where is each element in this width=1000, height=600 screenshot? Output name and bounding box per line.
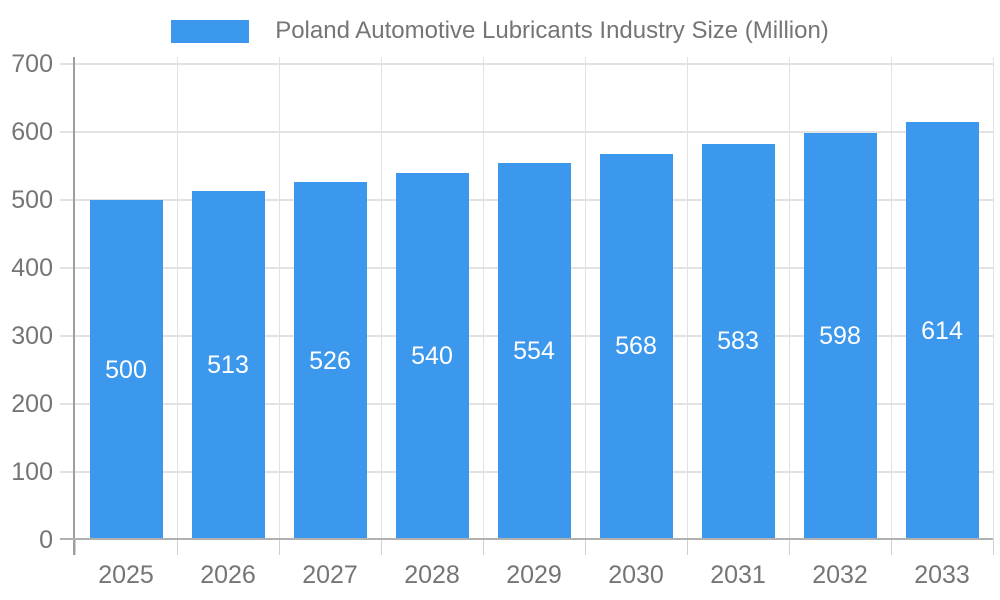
bar-2028: 540: [395, 172, 469, 540]
y-axis-label: 500: [11, 186, 53, 214]
bar-value-label: 583: [717, 327, 759, 356]
y-axis-label: 300: [11, 322, 53, 350]
bar-value-label: 598: [819, 322, 861, 351]
bar-value-label: 526: [309, 346, 351, 375]
bar-value-label: 500: [105, 355, 147, 384]
x-axis-label: 2025: [98, 561, 154, 589]
bar-2029: 554: [497, 163, 571, 540]
bar-2032: 598: [803, 133, 877, 540]
y-axis-label: 200: [11, 390, 53, 418]
bar-value-label: 614: [921, 316, 963, 345]
x-gridline: [993, 57, 994, 540]
bar-2033: 614: [905, 122, 979, 540]
bar-value-label: 554: [513, 337, 555, 366]
x-axis-tick: [687, 540, 688, 555]
bar-2025: 500: [89, 200, 163, 540]
x-axis-tick: [279, 540, 280, 555]
x-axis-label: 2028: [404, 561, 460, 589]
bar-value-label: 568: [615, 332, 657, 361]
x-axis-tick: [177, 540, 178, 555]
x-axis-label: 2029: [506, 561, 562, 589]
y-axis-label: 600: [11, 118, 53, 146]
x-gridline: [585, 57, 586, 540]
x-gridline: [789, 57, 790, 540]
chart-legend: Poland Automotive Lubricants Industry Si…: [0, 17, 1000, 45]
x-gridline: [381, 57, 382, 540]
y-gridline: [60, 63, 993, 65]
x-gridline: [483, 57, 484, 540]
x-axis-tick: [483, 540, 484, 555]
x-axis-label: 2030: [608, 561, 664, 589]
x-gridline: [687, 57, 688, 540]
x-gridline: [279, 57, 280, 540]
x-axis-label: 2031: [710, 561, 766, 589]
x-gridline: [891, 57, 892, 540]
x-axis-label: 2032: [812, 561, 868, 589]
bar-2026: 513: [191, 191, 265, 540]
y-axis-label: 0: [39, 526, 53, 554]
x-axis-tick: [585, 540, 586, 555]
bar-value-label: 540: [411, 341, 453, 370]
x-axis-tick: [75, 540, 76, 555]
y-axis-label: 700: [11, 50, 53, 78]
x-axis-label: 2033: [914, 561, 970, 589]
legend-label: Poland Automotive Lubricants Industry Si…: [275, 17, 829, 44]
x-axis-label: 2027: [302, 561, 358, 589]
bar-value-label: 513: [207, 351, 249, 380]
bar-2027: 526: [293, 182, 367, 540]
x-axis-tick: [789, 540, 790, 555]
x-axis-baseline: [60, 538, 993, 540]
x-axis-tick: [993, 540, 994, 555]
x-gridline: [177, 57, 178, 540]
legend-swatch: [171, 19, 250, 43]
bar-2030: 568: [599, 153, 673, 540]
y-gridline: [60, 131, 993, 133]
y-axis-line: [73, 57, 75, 555]
x-axis-tick: [381, 540, 382, 555]
y-axis-label: 100: [11, 458, 53, 486]
bar-2031: 583: [701, 143, 775, 540]
x-axis-label: 2026: [200, 561, 256, 589]
x-axis-tick: [891, 540, 892, 555]
y-axis-label: 400: [11, 254, 53, 282]
